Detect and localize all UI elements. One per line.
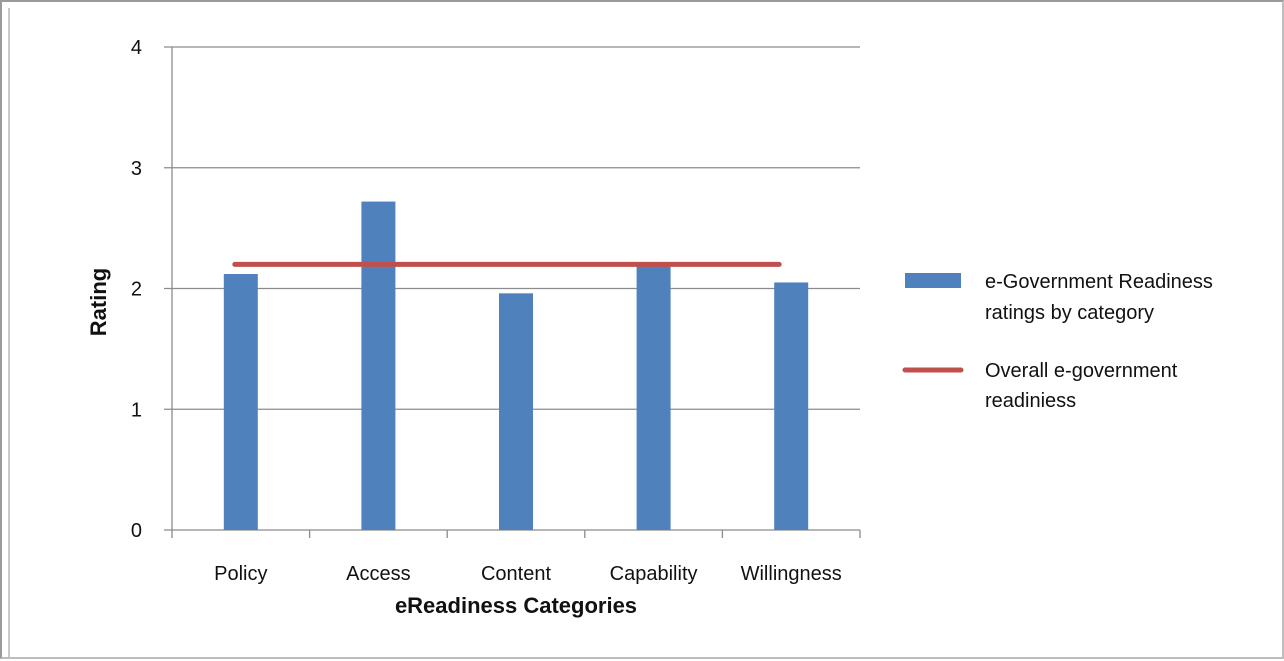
- bar-content: [499, 293, 533, 530]
- legend-entry-text: readiniess: [985, 390, 1076, 412]
- bar-capability: [636, 264, 671, 530]
- x-tick-label-willingness: Willingness: [741, 563, 842, 585]
- bar-access: [361, 201, 396, 530]
- legend-swatch-bar: [905, 273, 961, 288]
- x-tick-label-access: Access: [346, 563, 410, 585]
- y-axis-title: Rating: [86, 268, 111, 336]
- x-tick-label-content: Content: [481, 563, 551, 585]
- legend-entry-text: e-Government Readiness: [985, 271, 1213, 293]
- y-tick-label: 4: [131, 37, 142, 59]
- bar-policy: [223, 274, 258, 530]
- bar-willingness: [774, 282, 809, 530]
- y-tick-label: 1: [131, 399, 142, 421]
- legend-entry-text: Overall e-government: [985, 360, 1178, 382]
- legend-entry-text: ratings by category: [985, 302, 1154, 324]
- y-tick-label: 3: [131, 158, 142, 180]
- x-axis-title: eReadiness Categories: [395, 593, 637, 618]
- y-tick-label: 2: [131, 279, 142, 301]
- x-tick-label-policy: Policy: [214, 563, 267, 585]
- x-tick-label-capability: Capability: [610, 563, 698, 585]
- y-tick-label: 0: [131, 520, 142, 542]
